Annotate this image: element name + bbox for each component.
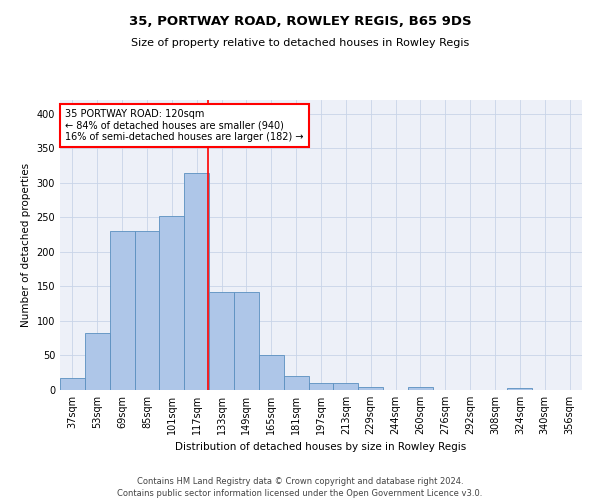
Bar xyxy=(134,231,160,390)
Bar xyxy=(85,334,110,390)
Bar xyxy=(358,386,383,390)
Bar xyxy=(184,172,209,390)
Bar xyxy=(209,292,234,390)
Text: Distribution of detached houses by size in Rowley Regis: Distribution of detached houses by size … xyxy=(175,442,467,452)
Text: Contains HM Land Registry data © Crown copyright and database right 2024.: Contains HM Land Registry data © Crown c… xyxy=(137,478,463,486)
Bar xyxy=(334,383,358,390)
Text: 35, PORTWAY ROAD, ROWLEY REGIS, B65 9DS: 35, PORTWAY ROAD, ROWLEY REGIS, B65 9DS xyxy=(128,15,472,28)
Bar xyxy=(60,378,85,390)
Bar xyxy=(110,231,134,390)
Text: Contains public sector information licensed under the Open Government Licence v3: Contains public sector information licen… xyxy=(118,489,482,498)
Bar xyxy=(259,355,284,390)
Bar xyxy=(308,383,334,390)
Text: Size of property relative to detached houses in Rowley Regis: Size of property relative to detached ho… xyxy=(131,38,469,48)
Bar xyxy=(160,216,184,390)
Bar xyxy=(284,376,308,390)
Y-axis label: Number of detached properties: Number of detached properties xyxy=(21,163,31,327)
Text: 35 PORTWAY ROAD: 120sqm
← 84% of detached houses are smaller (940)
16% of semi-d: 35 PORTWAY ROAD: 120sqm ← 84% of detache… xyxy=(65,108,304,142)
Bar xyxy=(508,388,532,390)
Bar xyxy=(234,292,259,390)
Bar xyxy=(408,387,433,390)
